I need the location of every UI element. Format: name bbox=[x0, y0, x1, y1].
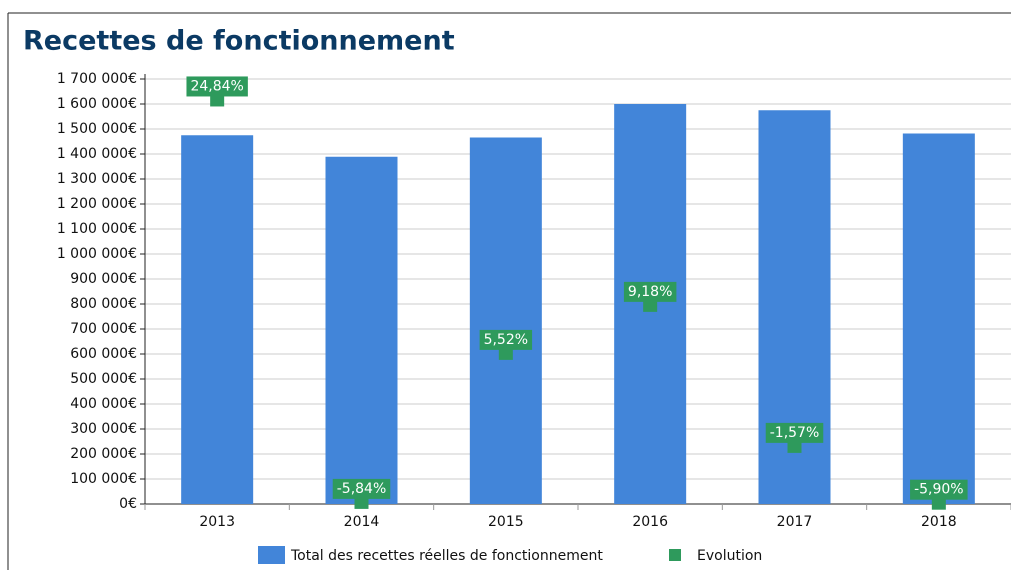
y-tick-label: 1 500 000€ bbox=[57, 121, 137, 137]
bar bbox=[181, 135, 254, 504]
y-tick-label: 1 300 000€ bbox=[57, 171, 137, 187]
x-tick-label: 2015 bbox=[488, 514, 524, 530]
value-label: -1,57% bbox=[770, 425, 820, 441]
value-label: 9,18% bbox=[628, 284, 672, 300]
y-tick-label: 100 000€ bbox=[70, 471, 137, 487]
y-tick-label: 700 000€ bbox=[70, 321, 137, 337]
x-tick-label: 2018 bbox=[921, 514, 957, 530]
value-label-box bbox=[910, 479, 968, 500]
y-tick-label: 400 000€ bbox=[70, 396, 137, 412]
chart-title: Recettes de fonctionnement bbox=[23, 26, 455, 57]
x-tick-label: 2014 bbox=[344, 514, 380, 530]
y-tick-label: 1 100 000€ bbox=[57, 221, 137, 237]
y-tick-label: 300 000€ bbox=[70, 421, 137, 437]
legend-label: Total des recettes réelles de fonctionne… bbox=[290, 548, 603, 564]
y-tick-label: 200 000€ bbox=[70, 446, 137, 462]
x-tick-label: 2013 bbox=[199, 514, 235, 530]
x-tick-label: 2016 bbox=[632, 514, 668, 530]
y-tick-label: 500 000€ bbox=[70, 371, 137, 387]
value-label-box bbox=[623, 281, 677, 302]
y-tick-label: 600 000€ bbox=[70, 346, 137, 362]
value-label-box bbox=[186, 76, 248, 97]
value-label: -5,84% bbox=[337, 481, 387, 497]
legend-label: Evolution bbox=[697, 548, 762, 564]
y-tick-label: 1 600 000€ bbox=[57, 96, 137, 112]
legend-swatch bbox=[258, 546, 285, 564]
value-label: -5,90% bbox=[914, 482, 964, 498]
y-tick-label: 1 200 000€ bbox=[57, 196, 137, 212]
bar bbox=[469, 137, 542, 504]
y-tick-label: 800 000€ bbox=[70, 296, 137, 312]
y-tick-label: 1 700 000€ bbox=[57, 71, 137, 87]
y-tick-label: 900 000€ bbox=[70, 271, 137, 287]
value-label-box bbox=[765, 422, 824, 443]
y-tick-label: 0€ bbox=[119, 496, 137, 512]
value-label-box bbox=[479, 329, 533, 350]
legend-swatch bbox=[669, 549, 681, 561]
y-tick-label: 1 400 000€ bbox=[57, 146, 137, 162]
bar bbox=[325, 156, 398, 504]
y-tick-label: 1 000 000€ bbox=[57, 246, 137, 262]
value-label: 24,84% bbox=[190, 78, 243, 94]
x-tick-label: 2017 bbox=[777, 514, 813, 530]
bar bbox=[902, 133, 975, 504]
value-label: 5,52% bbox=[484, 332, 528, 348]
value-label-box bbox=[332, 478, 391, 499]
